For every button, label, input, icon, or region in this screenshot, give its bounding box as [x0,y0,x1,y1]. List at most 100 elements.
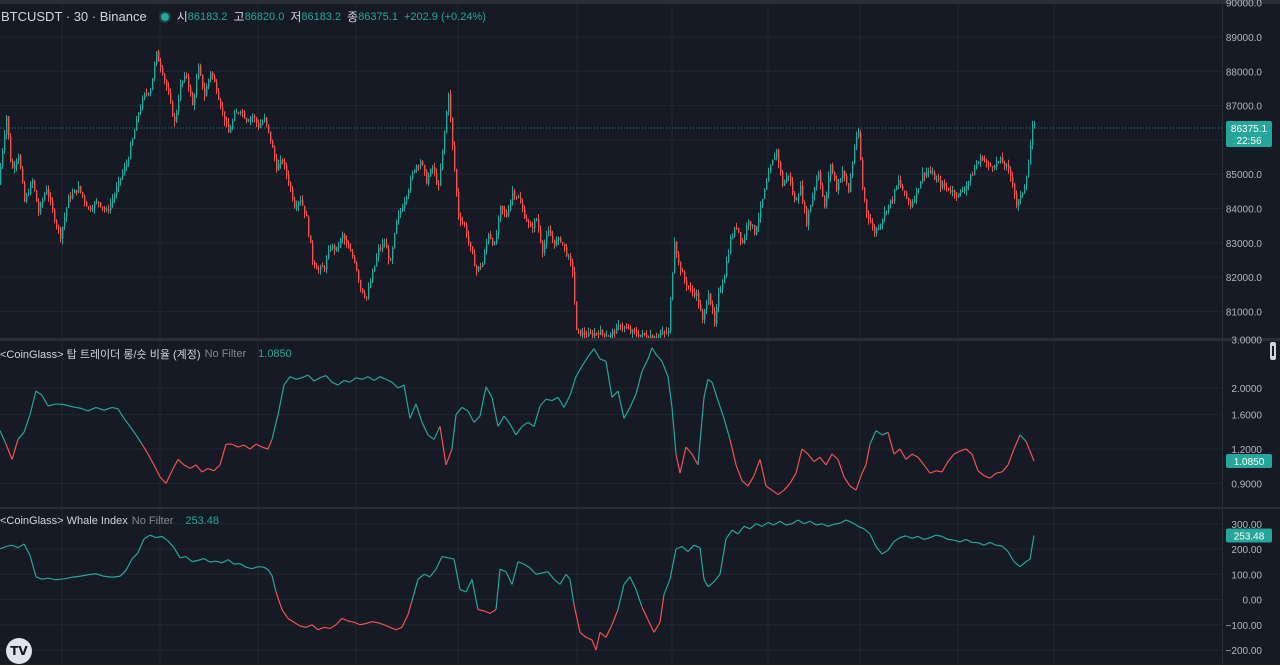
candle [240,110,242,116]
candle [208,78,210,90]
whale-segment [641,606,649,620]
candle [76,189,78,196]
ratio-segment [373,376,381,381]
candle [310,235,312,244]
ratio-segment [801,448,809,455]
candle [706,299,708,314]
close-label: 종 [347,10,359,24]
candle [824,195,826,209]
candle [704,308,706,324]
candle [32,178,34,188]
ratio-segment [905,453,913,460]
candle [356,261,358,272]
candle [926,167,928,178]
candle [54,208,56,224]
ratio-tick-label: 1.6000 [1231,411,1262,422]
candle [270,131,272,144]
ratio-segment [213,464,221,472]
candle [350,243,352,252]
whale-segment [585,636,593,641]
candle [660,329,662,338]
candle [642,329,644,338]
pane-resize-handle[interactable] [1270,342,1276,360]
candle [34,179,36,192]
ratio-segment [635,371,643,395]
ratio-segment [527,421,535,427]
candle [606,330,608,337]
whale-indicator-legend[interactable]: <CoinGlass> Whale Index No Filter 253.48 [0,515,219,527]
whale-segment [785,523,793,526]
candle [512,186,514,206]
candle [1004,160,1006,171]
symbol-title[interactable]: BTCUSDT · 30 · Binance [1,9,147,24]
candle [566,243,568,258]
candle [750,220,752,231]
ratio-segment [569,376,577,396]
whale-segment [675,545,683,550]
whale-segment [611,609,619,625]
candle [540,225,542,244]
candle [920,180,922,189]
candle [68,194,70,208]
ratio-segment [651,347,657,355]
ratio-segment [899,448,907,460]
candle [44,191,46,202]
ratio-segment [87,406,97,412]
whale-segment [209,560,217,563]
ratio-segment [461,406,469,412]
candle [972,171,974,176]
candle [524,205,526,220]
whale-segment [29,555,37,577]
whale-segment [797,519,805,525]
ratio-segment [617,390,625,419]
candle [300,195,302,206]
ratio-segment [23,414,31,433]
ratio-segment [491,397,499,427]
symbol-legend[interactable]: BTCUSDT · 30 · Binance 시 86183.2 고 86820.0… [0,8,486,25]
candle [12,158,14,169]
candle [284,158,286,170]
candle [776,148,778,161]
candle [70,191,72,203]
candle [414,169,416,174]
whale-segment [647,619,655,633]
candle [958,192,960,199]
tradingview-logo-icon[interactable]: TV [6,638,32,664]
ratio-last-tag: 1.0850 [1226,454,1272,469]
candle [956,192,958,201]
candle [88,206,90,210]
whale-segment [821,523,829,527]
whale-segment [263,566,269,571]
candle [422,160,424,166]
candle [316,263,318,270]
candle [90,205,92,212]
candle [522,198,524,213]
whale-segment [995,544,1003,547]
whale-segment [809,520,817,526]
candle [360,279,362,293]
candle [932,167,934,176]
ratio-segment [47,403,57,407]
candle [342,231,344,244]
candle [370,278,372,289]
pane-divider [0,338,1280,341]
ratio-indicator-name[interactable]: <CoinGlass> 탑 트레이더 롱/숏 비율 (계정) [0,349,201,361]
ratio-segment [941,461,949,473]
candle [738,227,740,234]
ratio-segment [295,377,303,380]
candle [870,214,872,224]
candle [850,173,852,193]
ratio-segment [959,448,967,452]
candle [922,167,924,184]
ratio-segment [545,398,553,402]
ratio-indicator-legend[interactable]: <CoinGlass> 탑 트레이더 롱/숏 비율 (계정) No Filter… [0,346,292,362]
whale-indicator-name[interactable]: <CoinGlass> Whale Index [0,515,128,527]
candle [456,168,458,197]
whale-segment [71,575,81,578]
candle [442,149,444,171]
whale-segment [95,573,105,577]
candle [520,192,522,204]
candle [280,155,282,169]
candle [1010,166,1012,182]
